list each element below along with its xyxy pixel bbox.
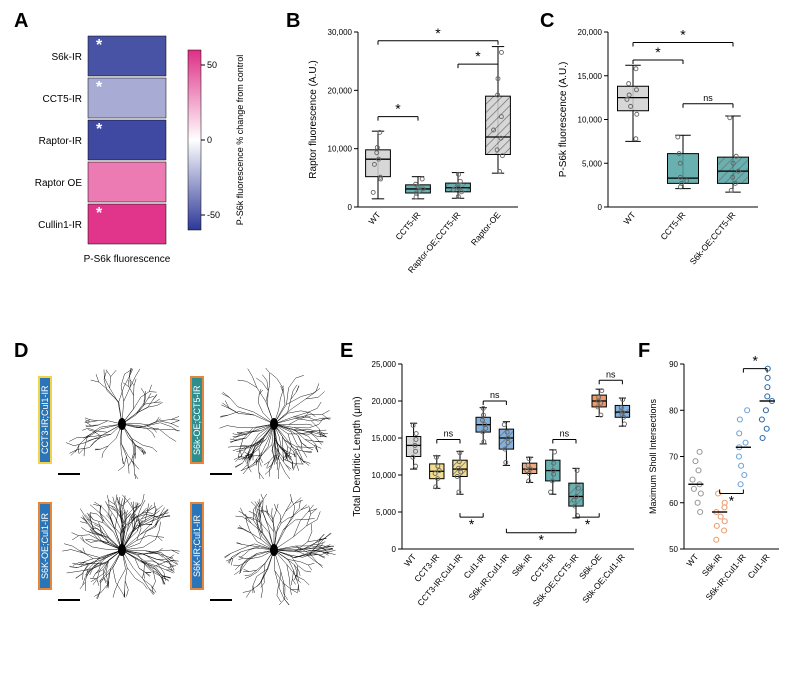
panel-label-B: B [286,10,300,33]
svg-text:P-S6k fluorescence (A.U.): P-S6k fluorescence (A.U.) [558,62,569,178]
svg-text:*: * [753,353,759,369]
panelD-neurons: CCT3-IR;Cul1-IRS6k-OE;CCT5-IRS6K-OE;Cul1… [34,360,334,620]
scale-bar [58,473,80,475]
svg-text:15,000: 15,000 [372,434,397,443]
svg-text:*: * [96,121,103,138]
svg-text:0: 0 [598,203,603,212]
svg-text:50: 50 [669,545,678,554]
svg-text:10,000: 10,000 [578,116,603,125]
svg-text:S6k-IR: S6k-IR [51,52,82,63]
svg-text:20,000: 20,000 [578,28,603,37]
svg-text:CCT5-IR: CCT5-IR [658,210,687,242]
svg-text:ns: ns [490,390,500,400]
svg-text:*: * [729,493,735,509]
svg-text:*: * [680,27,686,43]
svg-text:WT: WT [621,210,637,227]
svg-text:20,000: 20,000 [328,86,353,95]
svg-text:ns: ns [560,428,570,438]
svg-text:Raptor-IR: Raptor-IR [39,136,82,147]
neuron-image: CCT3-IR;Cul1-IR [52,366,192,481]
svg-text:15,000: 15,000 [578,72,603,81]
panelA-heatmap: S6k-IR * CCT5-IR * Raptor-IR * Raptor OE Cullin… [18,18,268,328]
svg-text:WT: WT [684,552,700,569]
panelF-scatter: 5060708090WTS6k-IRS6k-IR;Cul1-IRCul1-IR*… [642,352,787,672]
svg-text:*: * [96,37,103,54]
svg-text:S6k-OE;CCT5-IR: S6k-OE;CCT5-IR [688,210,738,267]
svg-text:5,000: 5,000 [376,508,397,517]
svg-text:P-S6k fluorescence: P-S6k fluorescence [84,254,171,265]
svg-text:*: * [435,25,441,41]
svg-text:ns: ns [703,93,713,103]
svg-text:0: 0 [207,135,212,145]
panelB-boxplot: 010,00020,00030,000WTCCT5-IRRaptor-OE;CC… [300,18,535,328]
neuron-tag: S6K-OE;Cul1-IR [38,502,52,590]
neuron-tag: S6K-IR;Cul1-IR [190,502,204,590]
svg-text:20,000: 20,000 [372,397,397,406]
svg-text:*: * [96,205,103,222]
svg-text:Maximum Sholl Intersections: Maximum Sholl Intersections [648,398,658,514]
svg-text:ns: ns [444,428,454,438]
neuron-image: S6k-OE;CCT5-IR [204,366,344,481]
scale-bar [58,599,80,601]
svg-text:30,000: 30,000 [328,28,353,37]
svg-text:10,000: 10,000 [328,145,353,154]
svg-text:*: * [475,48,481,64]
neuron-tag: S6k-OE;CCT5-IR [190,376,204,464]
svg-text:CCT5-IR: CCT5-IR [393,210,422,242]
svg-text:5,000: 5,000 [582,159,603,168]
svg-text:-50: -50 [207,210,220,220]
svg-text:*: * [96,79,103,96]
svg-text:*: * [655,44,661,60]
svg-text:90: 90 [669,360,678,369]
svg-text:WT: WT [366,210,382,227]
svg-text:Cullin1-IR: Cullin1-IR [38,220,82,231]
svg-text:10,000: 10,000 [372,471,397,480]
panelE-boxplot: 05,00010,00015,00020,00025,000WTCCT3-IRC… [346,352,646,672]
svg-text:P-S6k fluorescence % change fr: P-S6k fluorescence % change from control [235,55,245,226]
svg-text:0: 0 [392,545,397,554]
neuron-tag: CCT3-IR;Cul1-IR [38,376,52,464]
svg-text:0: 0 [348,203,353,212]
svg-text:*: * [585,516,591,532]
panelC-boxplot: 0 5,000 10,000 15,000 20,000 WT CCT5-IRS6k-OE;… [550,18,785,328]
svg-text:S6k-OE;Cul1-IR: S6k-OE;Cul1-IR [580,552,627,605]
svg-text:80: 80 [669,406,678,415]
svg-text:50: 50 [207,60,217,70]
svg-text:ns: ns [606,369,616,379]
svg-text:60: 60 [669,499,678,508]
svg-text:70: 70 [669,453,678,462]
neuron-image: S6K-IR;Cul1-IR [204,492,344,607]
panel-label-D: D [14,340,28,363]
svg-text:*: * [538,532,544,548]
scale-bar [210,473,232,475]
svg-text:Cul1-IR: Cul1-IR [745,552,771,580]
svg-text:Raptor OE: Raptor OE [35,178,83,189]
svg-text:25,000: 25,000 [372,360,397,369]
svg-text:Raptor fluorescence (A.U.): Raptor fluorescence (A.U.) [308,60,319,178]
neuron-image: S6K-OE;Cul1-IR [52,492,192,607]
svg-text:Total Dendritic Length (μm): Total Dendritic Length (μm) [352,396,363,516]
svg-text:Raptor-OE: Raptor-OE [469,210,503,248]
svg-text:CCT5-IR: CCT5-IR [43,94,82,105]
svg-text:*: * [395,101,401,117]
svg-text:WT: WT [402,552,418,569]
scale-bar [210,599,232,601]
svg-text:*: * [469,516,475,532]
